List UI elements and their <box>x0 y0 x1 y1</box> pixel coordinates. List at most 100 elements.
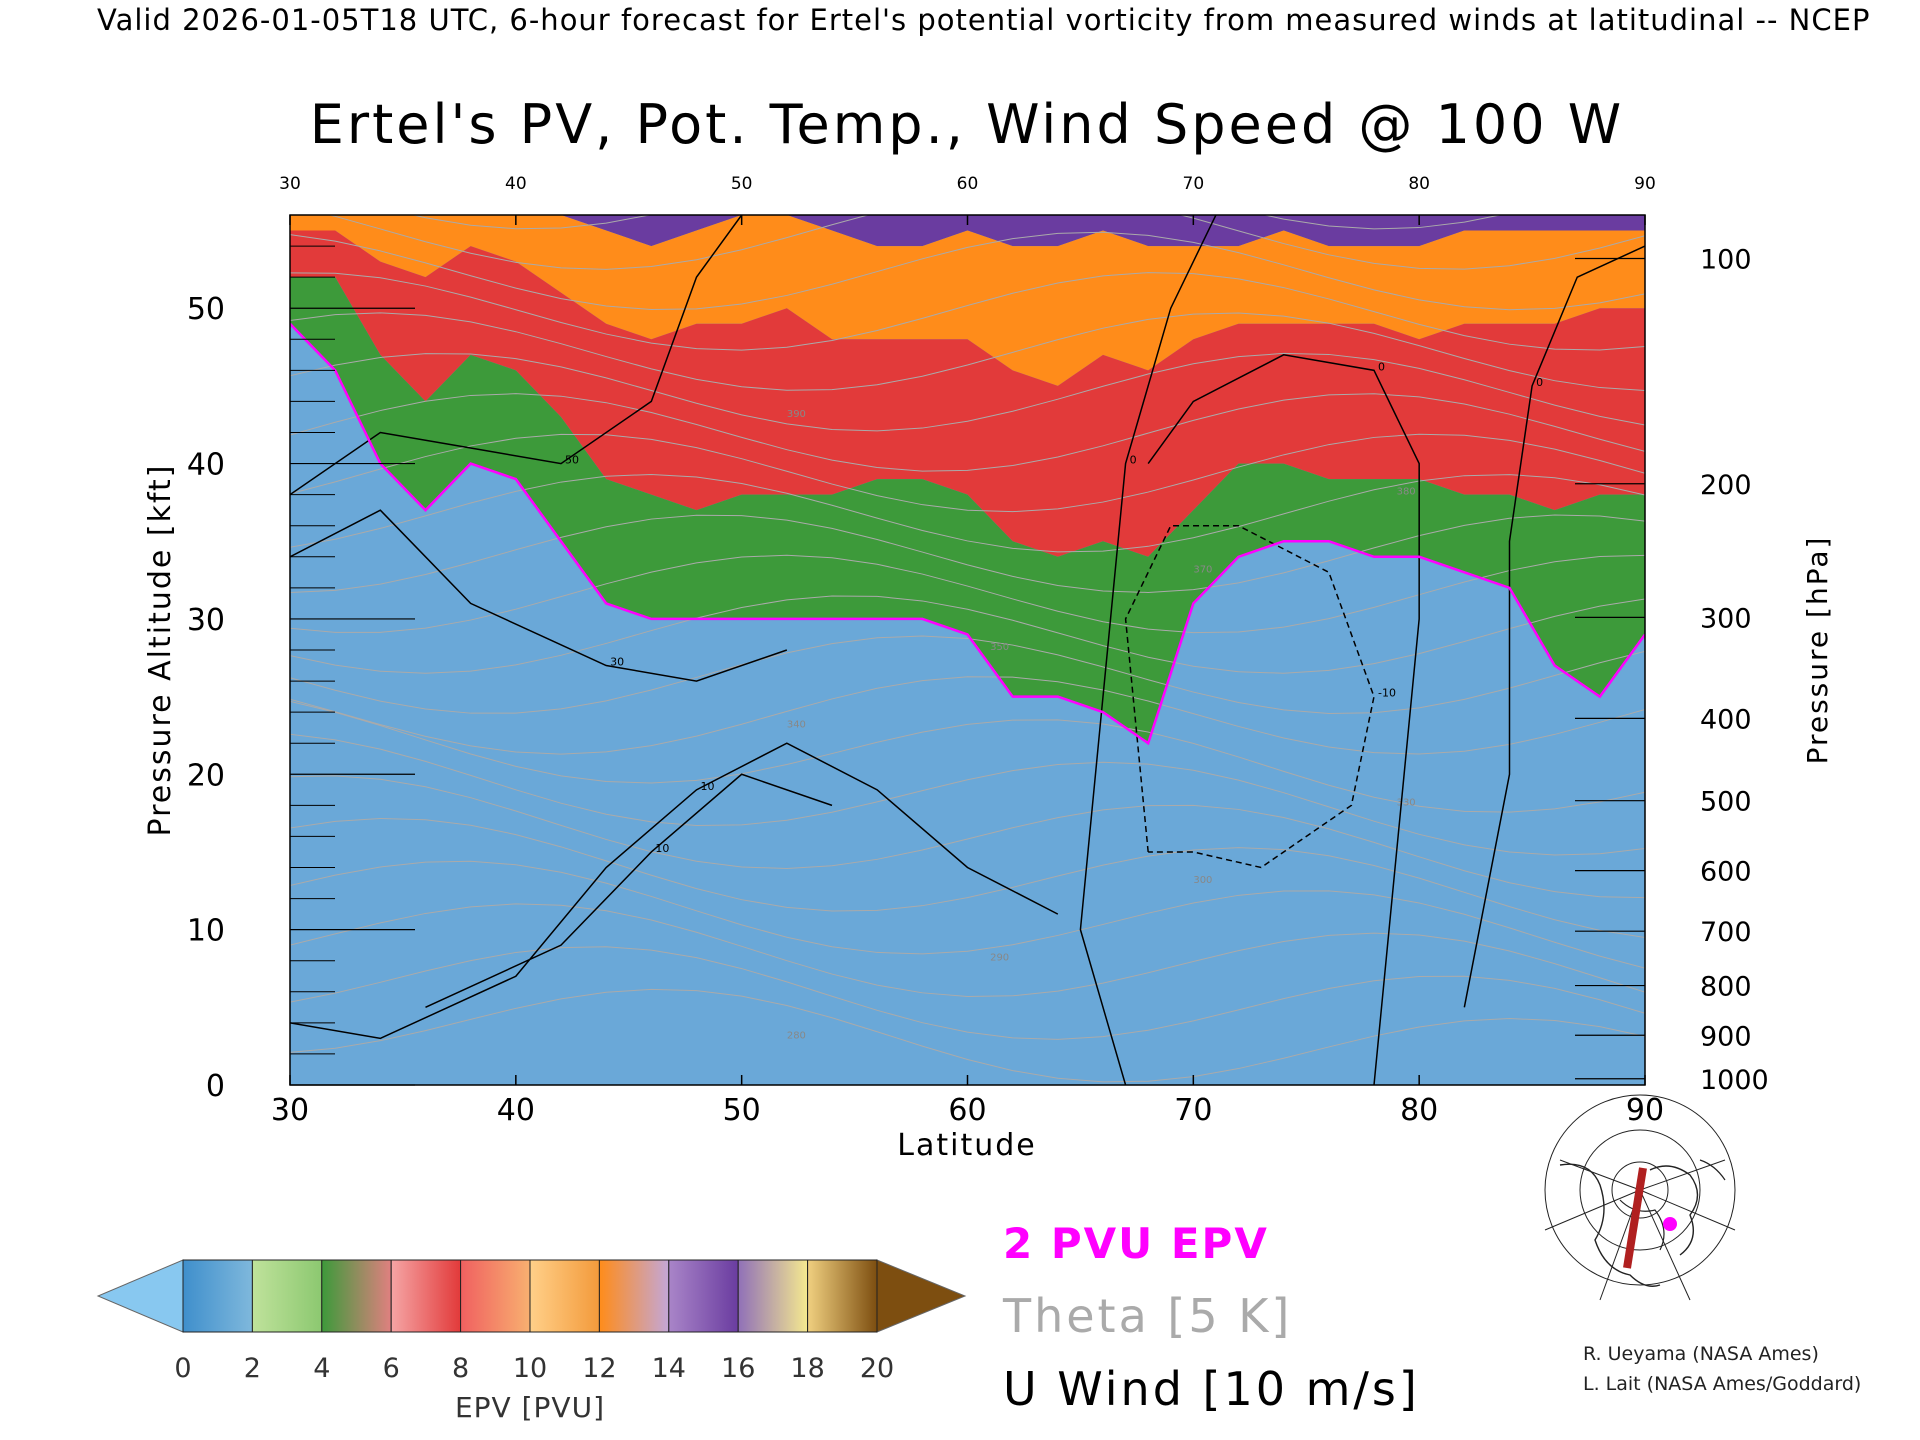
valid-line: Valid 2026-01-05T18 UTC, 6-hour forecast… <box>97 3 1870 37</box>
x-tick-label-top: 40 <box>505 174 527 194</box>
u-wind-label: 0 <box>1378 360 1385 373</box>
colorbar-max-arrow <box>876 1259 967 1333</box>
theta-label: 370 <box>1193 564 1212 575</box>
theta-line <box>290 700 1645 813</box>
y-tick-label: 40 <box>187 448 225 483</box>
x-tick-label: 40 <box>497 1093 535 1128</box>
theta-line <box>290 231 1645 311</box>
colorbar-segment <box>529 1259 600 1333</box>
pressure-tick-label: 200 <box>1700 470 1752 501</box>
theta-line <box>290 393 1645 472</box>
legend-theta: Theta [5 K] <box>1002 1289 1292 1343</box>
colorbar-segment <box>460 1259 531 1333</box>
colorbar-tick-label: 2 <box>244 1353 261 1384</box>
credit-2: L. Lait (NASA Ames/Goddard) <box>1583 1373 1861 1395</box>
y-axis-label-left: Pressure Altitude [kft] <box>143 464 178 837</box>
theta-line <box>290 775 1645 899</box>
theta-label: 380 <box>1397 487 1416 498</box>
y-tick-label: 30 <box>187 603 225 638</box>
x-tick-label: 90 <box>1626 1093 1664 1128</box>
x-tick-label: 60 <box>948 1093 986 1128</box>
x-tick-label-top: 60 <box>957 174 979 194</box>
pvu-2-contour <box>290 322 1645 746</box>
theta-label: 290 <box>990 953 1009 964</box>
colorbar-segment <box>390 1259 462 1333</box>
u-wind-contour <box>1124 524 1375 869</box>
locator-marker <box>1663 1217 1677 1231</box>
u-wind-label: 10 <box>701 780 715 793</box>
colorbar-tick-label: 18 <box>790 1353 824 1384</box>
pressure-tick-label: 800 <box>1700 972 1752 1003</box>
x-tick-label: 30 <box>271 1093 309 1128</box>
theta-line <box>290 272 1645 351</box>
colorbar-tick-label: 10 <box>513 1353 547 1384</box>
u-wind-contour <box>290 215 743 496</box>
colorbar-segment <box>182 1259 253 1333</box>
pressure-tick-label: 900 <box>1700 1021 1752 1052</box>
x-tick-label: 70 <box>1174 1093 1212 1128</box>
section-line <box>1623 1167 1647 1269</box>
plot-area: 280 290 300 330 340 350 370 380 390 0 0 0 10 10 30 50 -… <box>290 215 1645 1085</box>
colorbar-segment <box>321 1259 392 1333</box>
theta-line <box>411 215 1503 230</box>
theta-label: 340 <box>787 720 806 731</box>
u-wind-label: 30 <box>610 656 624 669</box>
u-wind-label: 50 <box>565 454 579 467</box>
colorbar-tick-label: 20 <box>860 1353 894 1384</box>
theta-line <box>290 860 1645 969</box>
y-tick-label: 20 <box>187 758 225 793</box>
colorbar-tick-label: 0 <box>174 1353 191 1384</box>
legend-pvu: 2 PVU EPV <box>1003 1219 1269 1268</box>
theta-line <box>290 352 1645 432</box>
x-tick-label-top: 80 <box>1408 174 1430 194</box>
u-wind-label: 0 <box>1130 454 1137 467</box>
theta-line <box>290 433 1645 513</box>
y-tick-label: 50 <box>187 292 225 327</box>
colorbar-segment <box>668 1259 739 1333</box>
pressure-tick-label: 100 <box>1700 245 1752 276</box>
colorbar-segment <box>807 1259 878 1333</box>
colorbar: 0 2 4 6 8 10 12 14 16 18 20 <box>96 1259 967 1384</box>
u-wind-label: -10 <box>1378 687 1396 700</box>
theta-line <box>290 676 1645 755</box>
credit-1: R. Ueyama (NASA Ames) <box>1583 1343 1819 1365</box>
theta-line <box>290 988 1645 1083</box>
u-wind-label: 0 <box>1536 376 1543 389</box>
colorbar-tick-label: 12 <box>582 1353 616 1384</box>
theta-line <box>290 946 1645 1040</box>
colorbar-tick-label: 4 <box>313 1353 330 1384</box>
pressure-tick-label: 500 <box>1700 787 1752 818</box>
colorbar-segment <box>251 1259 323 1333</box>
colorbar-label: EPV [PVU] <box>455 1391 605 1424</box>
theta-line <box>290 817 1645 938</box>
theta-line <box>290 903 1645 997</box>
theta-label: 390 <box>787 409 806 420</box>
colorbar-tick-label: 16 <box>721 1353 755 1384</box>
u-wind-contour <box>1079 215 1217 1085</box>
y-tick-label: 0 <box>206 1069 225 1104</box>
x-tick-label: 80 <box>1400 1093 1438 1128</box>
theta-line <box>290 635 1645 714</box>
colorbar-tick-label: 14 <box>652 1353 686 1384</box>
u-wind-contour <box>290 742 1059 1040</box>
theta-line <box>327 215 1645 270</box>
u-wind-label: 10 <box>655 842 669 855</box>
x-tick-label-top: 30 <box>279 174 301 194</box>
y-axis-label-right: Pressure [hPa] <box>1801 536 1834 765</box>
pressure-tick-label: 400 <box>1700 704 1752 735</box>
u-wind-contour <box>425 773 833 1009</box>
u-wind-contour <box>1463 245 1645 1008</box>
theta-label: 350 <box>990 642 1009 653</box>
theta-line <box>290 595 1645 674</box>
pv-band-orange <box>290 215 1645 386</box>
pressure-tick-label: 600 <box>1700 857 1752 888</box>
x-tick-label-top: 90 <box>1634 174 1656 194</box>
locator-map <box>1540 1094 1740 1305</box>
x-axis-label: Latitude <box>897 1128 1036 1163</box>
x-tick-label-top: 50 <box>731 174 753 194</box>
pressure-tick-label: 1000 <box>1700 1065 1769 1096</box>
colorbar-segment <box>737 1259 809 1333</box>
legend-uwind: U Wind [10 m/s] <box>1003 1362 1420 1416</box>
theta-line <box>290 733 1645 856</box>
